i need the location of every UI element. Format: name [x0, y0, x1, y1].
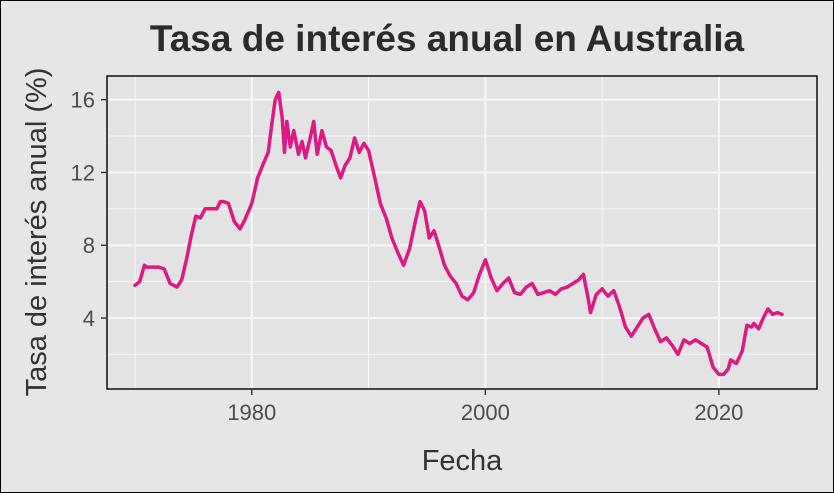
y-axis-title: Tasa de interés anual (%) — [21, 68, 53, 397]
grid-layer — [107, 76, 817, 389]
plot-panel — [107, 76, 817, 389]
plot-border — [106, 75, 818, 390]
tick-layer: 1980 2000 2020 4 8 12 16 — [71, 88, 744, 425]
x-axis-title: Fecha — [422, 445, 503, 477]
line-layer — [133, 90, 784, 377]
series-line-0 — [133, 90, 784, 377]
y-tick-label-3: 16 — [71, 88, 95, 113]
y-tick-label-2: 12 — [71, 160, 95, 185]
chart-title: Tasa de interés anual en Australia — [150, 18, 745, 59]
x-tick-label-2: 2020 — [694, 400, 743, 425]
x-tick-label-0: 1980 — [227, 400, 276, 425]
x-tick-label-1: 2000 — [461, 400, 510, 425]
y-tick-label-0: 4 — [83, 306, 95, 331]
y-tick-label-1: 8 — [83, 233, 95, 258]
